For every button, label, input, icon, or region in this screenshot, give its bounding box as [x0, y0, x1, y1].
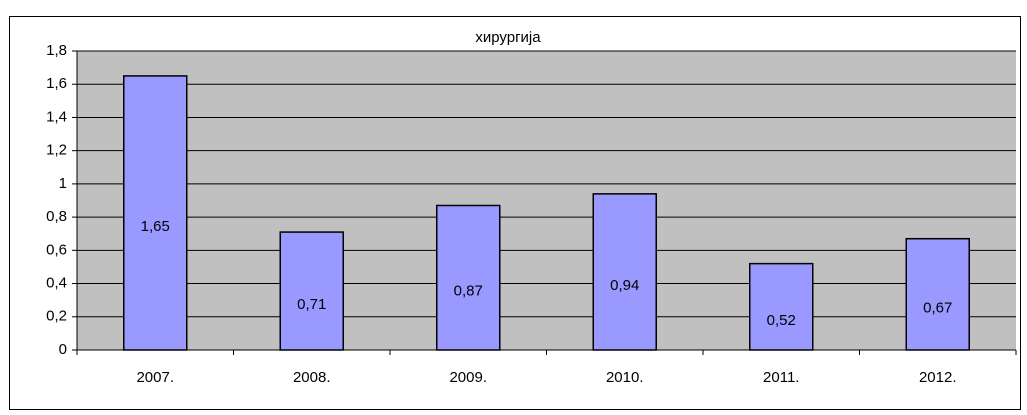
plot-area — [77, 51, 1016, 350]
x-tick-label: 2008. — [293, 369, 331, 386]
x-tick-label: 2010. — [606, 369, 644, 386]
data-label: 1,65 — [141, 218, 170, 235]
y-tick-label: 0 — [59, 341, 67, 358]
y-tick-label: 0,4 — [46, 275, 67, 292]
x-tick-label: 2009. — [449, 369, 487, 386]
data-label: 0,87 — [454, 283, 483, 300]
x-tick-label: 2007. — [136, 369, 174, 386]
bar — [592, 193, 657, 351]
chart-title: хирургија — [475, 29, 541, 46]
data-label: 0,52 — [767, 312, 796, 329]
x-tick-label: 2011. — [763, 369, 799, 386]
y-tick-label: 1,4 — [46, 108, 67, 125]
data-label: 0,67 — [923, 299, 952, 316]
y-tick-label: 1 — [59, 175, 67, 192]
data-label: 0,71 — [297, 296, 326, 313]
bar — [279, 231, 344, 351]
bar — [905, 237, 970, 351]
bar — [436, 204, 501, 351]
y-tick-label: 0,8 — [46, 208, 67, 225]
y-tick-label: 1,2 — [46, 142, 67, 159]
y-tick-label: 0,6 — [46, 241, 67, 258]
data-label: 0,94 — [610, 277, 639, 294]
y-tick-label: 1,6 — [46, 75, 67, 92]
bar — [123, 75, 188, 351]
y-tick-label: 1,8 — [46, 42, 67, 59]
bar — [749, 262, 814, 351]
y-tick-label: 0,2 — [46, 308, 67, 325]
x-tick-label: 2012. — [919, 369, 957, 386]
